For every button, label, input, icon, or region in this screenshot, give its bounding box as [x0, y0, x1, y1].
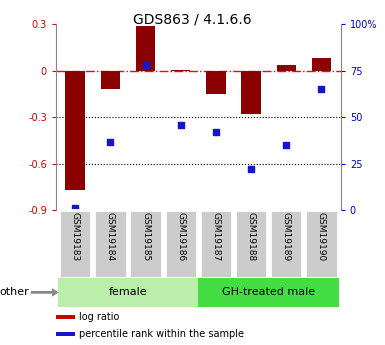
Bar — [206, 71, 226, 94]
Bar — [241, 71, 261, 114]
Point — [318, 87, 325, 92]
Bar — [100, 71, 120, 89]
Point — [177, 122, 184, 128]
Point — [248, 167, 254, 172]
Text: female: female — [109, 287, 147, 297]
Bar — [136, 26, 155, 71]
Text: log ratio: log ratio — [79, 312, 119, 322]
FancyBboxPatch shape — [305, 210, 338, 278]
Bar — [276, 65, 296, 71]
Text: GSM19187: GSM19187 — [211, 213, 220, 262]
Text: GSM19186: GSM19186 — [176, 213, 185, 262]
Text: other: other — [0, 287, 29, 297]
FancyBboxPatch shape — [235, 210, 267, 278]
Text: GSM19189: GSM19189 — [282, 213, 291, 262]
FancyBboxPatch shape — [164, 210, 197, 278]
FancyBboxPatch shape — [58, 278, 198, 307]
FancyBboxPatch shape — [200, 210, 232, 278]
Point — [283, 142, 289, 148]
Text: GSM19183: GSM19183 — [71, 213, 80, 262]
FancyBboxPatch shape — [59, 210, 91, 278]
Point — [72, 205, 78, 210]
Text: GSM19188: GSM19188 — [246, 213, 256, 262]
FancyBboxPatch shape — [198, 278, 339, 307]
Text: GDS863 / 4.1.6.6: GDS863 / 4.1.6.6 — [133, 12, 252, 26]
FancyBboxPatch shape — [94, 210, 127, 278]
Point — [213, 129, 219, 135]
Bar — [56, 332, 75, 336]
Text: GSM19190: GSM19190 — [317, 213, 326, 262]
Point — [142, 62, 149, 68]
Bar — [56, 315, 75, 319]
Bar — [171, 70, 190, 71]
Bar — [312, 58, 331, 71]
Point — [107, 139, 114, 144]
FancyBboxPatch shape — [270, 210, 302, 278]
Text: GSM19185: GSM19185 — [141, 213, 150, 262]
Text: GSM19184: GSM19184 — [106, 213, 115, 262]
FancyBboxPatch shape — [129, 210, 162, 278]
Bar — [65, 71, 85, 190]
Text: GH-treated male: GH-treated male — [222, 287, 315, 297]
Text: percentile rank within the sample: percentile rank within the sample — [79, 329, 244, 339]
